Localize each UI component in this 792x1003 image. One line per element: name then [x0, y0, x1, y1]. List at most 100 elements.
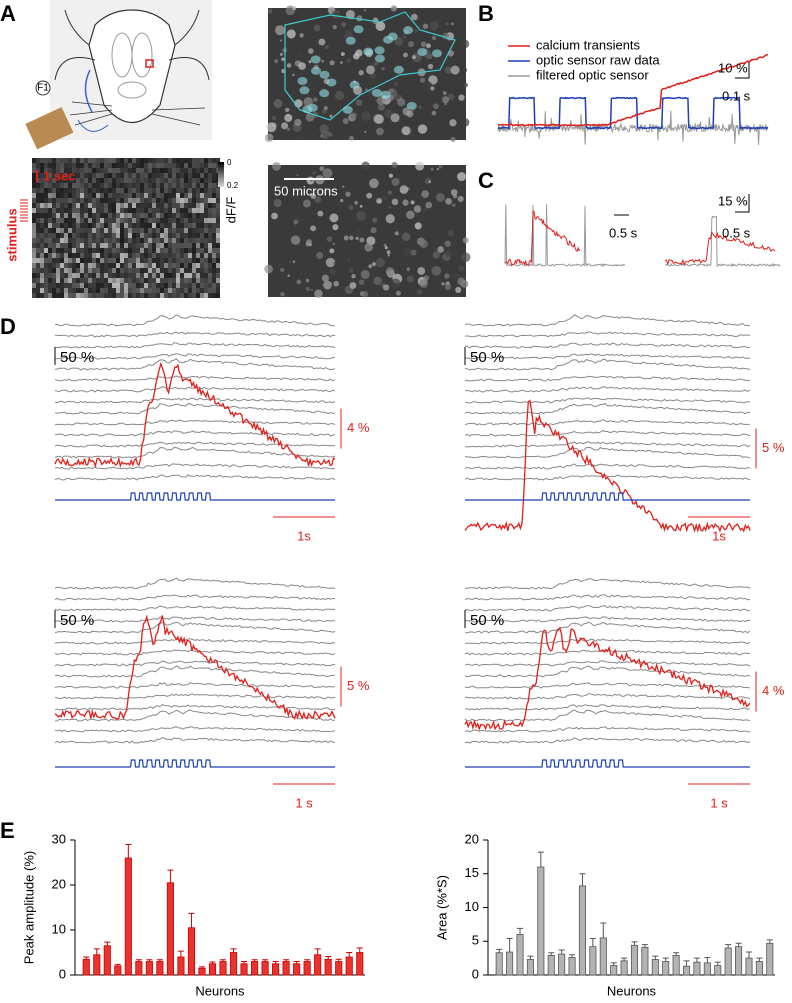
heatmap-cell — [60, 238, 64, 243]
bar — [229, 952, 238, 976]
heatmap-cell — [192, 293, 196, 298]
heatmap-cell — [208, 173, 212, 178]
heatmap-cell — [104, 288, 108, 293]
error-bar — [506, 938, 513, 953]
heatmap-cell — [116, 173, 120, 178]
neuron-trace — [54, 441, 336, 448]
heatmap-cell — [208, 198, 212, 203]
cell — [326, 236, 333, 242]
heatmap-cell — [136, 163, 140, 168]
heatmap-cell — [212, 263, 216, 268]
heatmap-cell — [48, 203, 52, 208]
heatmap-cell — [188, 218, 192, 223]
heatmap-cell — [200, 183, 204, 188]
cell — [391, 161, 398, 169]
cell — [307, 48, 314, 54]
heatmap-cell — [184, 243, 188, 248]
cell — [323, 105, 328, 111]
heatmap-cell — [120, 213, 124, 218]
heatmap-cell — [92, 223, 96, 228]
heatmap-cell — [88, 258, 92, 263]
heatmap-cell — [116, 188, 120, 193]
heatmap-cell — [184, 183, 188, 188]
heatmap-cell — [88, 228, 92, 233]
heatmap-cell — [144, 158, 148, 163]
heatmap-cell — [100, 233, 104, 238]
heatmap-cell — [144, 163, 148, 168]
heatmap-cell — [80, 228, 84, 233]
heatmap-cell — [204, 188, 208, 193]
heatmap-cell — [128, 223, 132, 228]
heatmap-cell — [172, 228, 176, 233]
heatmap-cell — [144, 203, 148, 208]
heatmap-cell — [128, 288, 132, 293]
heatmap-cell — [156, 233, 160, 238]
heatmap-cell — [200, 193, 204, 198]
heatmap-cell — [76, 183, 80, 188]
heatmap-cell — [200, 273, 204, 278]
error-bar — [262, 959, 269, 962]
heatmap-cell — [128, 233, 132, 238]
heatmap-cell — [104, 278, 108, 283]
neuron-trace — [464, 446, 751, 459]
neuron-trace — [464, 605, 751, 612]
heatmap-cell — [112, 248, 116, 253]
heatmap-cell — [116, 233, 120, 238]
cell — [406, 267, 411, 271]
heatmap-cell — [108, 293, 112, 298]
heatmap-cell — [48, 168, 52, 173]
cell — [385, 214, 395, 224]
heatmap-cell — [172, 178, 176, 183]
heatmap-cell — [208, 223, 212, 228]
heatmap-cell — [184, 163, 188, 168]
cell — [287, 274, 290, 277]
heatmap-cell — [84, 158, 88, 163]
heatmap-cell — [104, 243, 108, 248]
heatmap-cell — [148, 208, 152, 213]
heatmap-cell — [156, 163, 160, 168]
heatmap-cell — [168, 288, 172, 293]
heatmap-cell — [64, 243, 68, 248]
heatmap-cell — [160, 158, 164, 163]
heatmap-cell — [148, 178, 152, 183]
heatmap-cell — [176, 263, 180, 268]
heatmap-cell — [88, 213, 92, 218]
heatmap — [20, 158, 220, 298]
heatmap-cell — [108, 268, 112, 273]
heatmap-cell — [180, 158, 184, 163]
heatmap-cell — [172, 288, 176, 293]
heatmap-cell — [116, 288, 120, 293]
heatmap-cell — [192, 198, 196, 203]
heatmap-cell — [164, 168, 168, 173]
cell — [385, 267, 395, 276]
error-bar — [177, 950, 184, 957]
heatmap-cell — [68, 238, 72, 243]
heatmap-cell — [188, 208, 192, 213]
heatmap-cell — [112, 198, 116, 203]
error-bar — [569, 954, 576, 958]
heatmap-cell — [132, 243, 136, 248]
bar — [735, 946, 743, 976]
heatmap-cell — [60, 263, 64, 268]
neuron-trace — [54, 358, 336, 371]
red-scale-label: 4 % — [762, 683, 785, 698]
heatmap-cell — [180, 208, 184, 213]
bar — [82, 958, 90, 976]
bar — [345, 956, 353, 976]
cell — [324, 45, 329, 50]
heatmap-cell — [204, 278, 208, 283]
error-bar — [93, 948, 100, 955]
heatmap-cell — [212, 273, 216, 278]
heatmap-cell — [72, 208, 76, 213]
calcium-trace — [497, 54, 768, 127]
heatmap-cell — [92, 273, 96, 278]
heatmap-cell — [132, 173, 136, 178]
cell — [298, 53, 304, 58]
heatmap-cell — [60, 188, 64, 193]
heatmap-cell — [72, 283, 76, 288]
roi — [349, 80, 360, 89]
heatmap-cell — [80, 273, 84, 278]
heatmap-cell — [76, 248, 80, 253]
heatmap-cell — [76, 208, 80, 213]
heatmap-cell — [48, 258, 52, 263]
